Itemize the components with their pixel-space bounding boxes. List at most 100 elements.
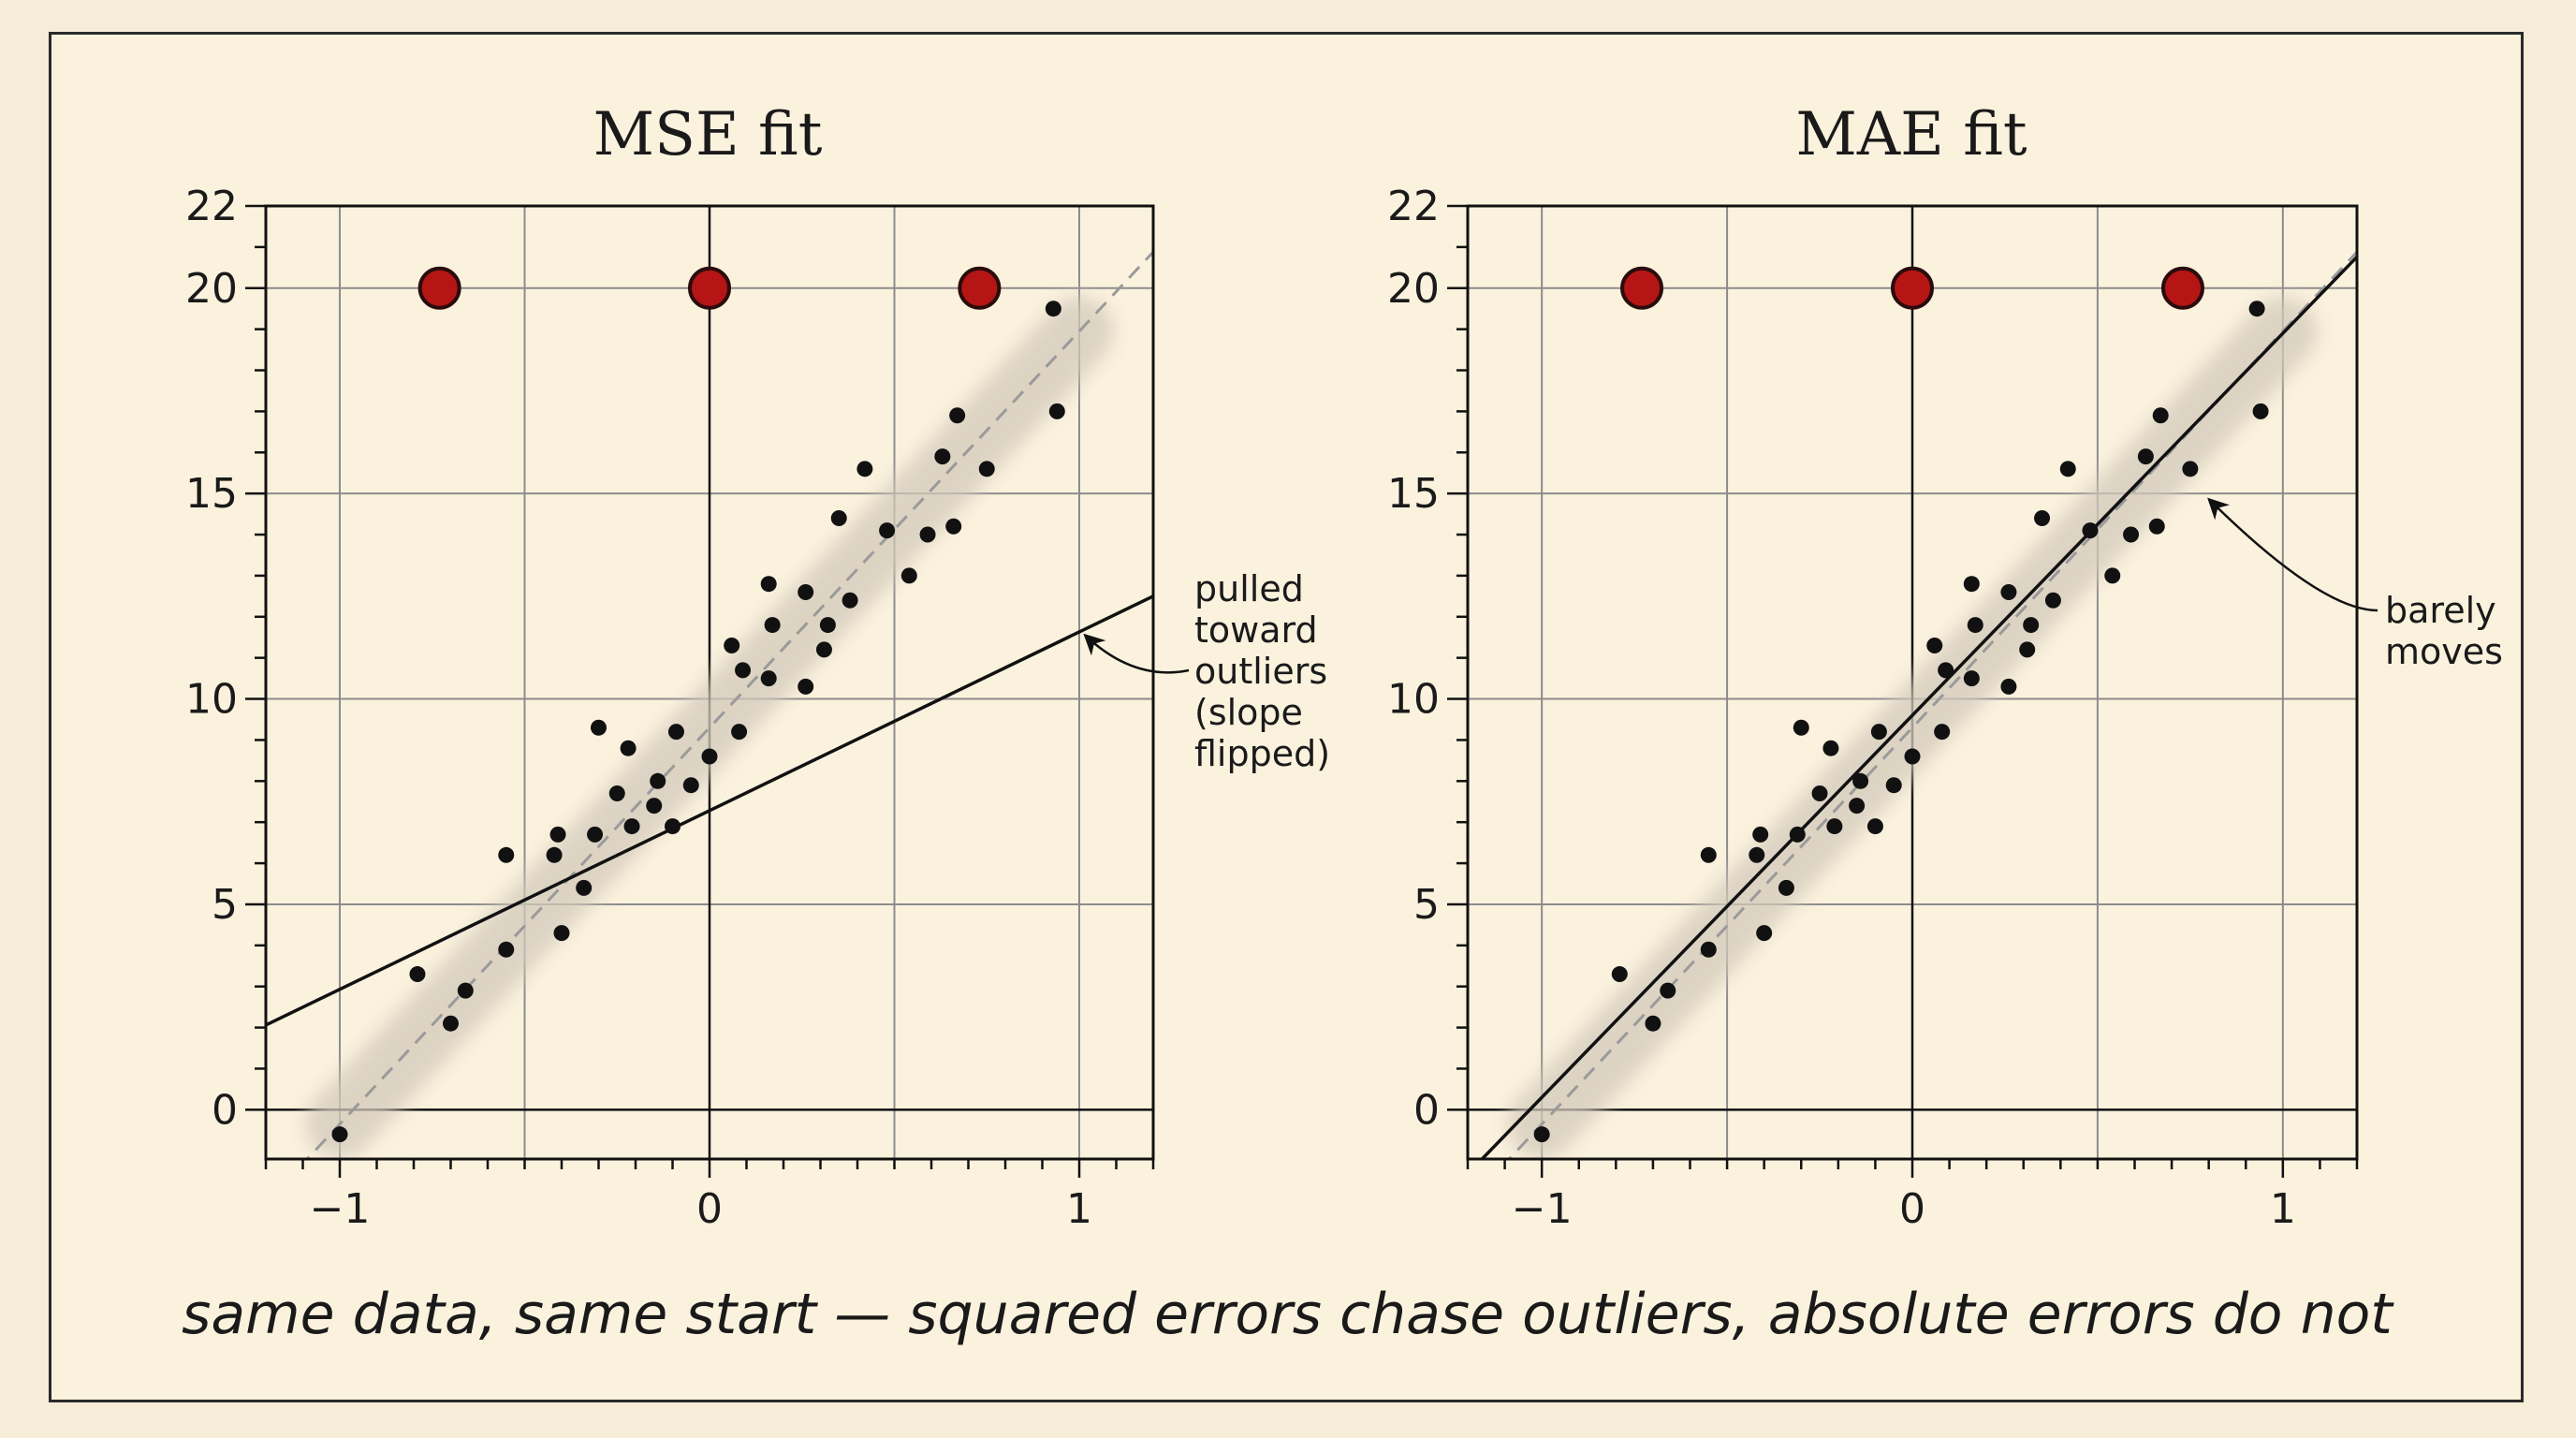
- panel1-outlier-1: [688, 266, 731, 310]
- panel1-point-21: [724, 638, 740, 654]
- panel1-point-24: [760, 670, 777, 687]
- panel1-outlier-0: [417, 266, 461, 310]
- panel2-point-6: [1749, 846, 1765, 863]
- panel2-plot: [1479, 251, 2357, 1159]
- panel2-point-18: [1870, 724, 1887, 741]
- panel2-annotation: barely moves: [2385, 590, 2503, 672]
- panel2-point-20: [1904, 748, 1921, 765]
- panel1-xtick-label-0: −1: [310, 1185, 371, 1233]
- panel1-point-14: [623, 818, 640, 835]
- panel2-point-5: [1700, 846, 1717, 863]
- panel2-point-7: [1752, 826, 1769, 843]
- panel2-point-26: [1967, 617, 1983, 634]
- panel1-point-2: [443, 1015, 459, 1032]
- panel1-point-6: [546, 846, 563, 863]
- panel1-annotation-line-4: flipped): [1194, 733, 1330, 774]
- mse-panel: MSE fit 0 5 10 15 20 22 −1 0 1: [185, 100, 1155, 1233]
- panel2-point-35: [2104, 567, 2121, 584]
- panel2-point-3: [1660, 982, 1676, 999]
- panel1-plot: [266, 251, 1153, 1159]
- panel1-point-23: [735, 662, 752, 679]
- panel2-point-21: [1926, 638, 1943, 654]
- panel1-point-28: [798, 583, 814, 600]
- panel2-point-34: [2082, 522, 2099, 539]
- panel2-point-27: [2000, 678, 2017, 695]
- panel2-ytick-label-10: 10: [1387, 676, 1440, 724]
- panel1-point-0: [331, 1126, 348, 1143]
- panel2-annotation-line-0: barely: [2385, 590, 2496, 631]
- panel1-annotation-line-0: pulled: [1194, 568, 1304, 609]
- panel2-point-29: [2019, 641, 2036, 658]
- panel1-point-12: [608, 785, 625, 801]
- panel2-point-28: [2000, 583, 2017, 600]
- panel1-point-31: [830, 509, 847, 526]
- panel1-point-41: [1045, 301, 1061, 317]
- panel2-point-32: [2044, 592, 2061, 609]
- panel1-point-15: [646, 798, 663, 814]
- panel1-point-5: [498, 846, 515, 863]
- panel2-point-9: [1778, 879, 1794, 896]
- panel1-point-32: [842, 592, 858, 609]
- panel2-point-17: [1866, 818, 1883, 835]
- panel1-point-42: [1048, 403, 1065, 419]
- panel2-fit-line: [1479, 256, 2357, 1159]
- panel1-point-8: [553, 925, 570, 942]
- panel2-point-23: [1938, 662, 1954, 679]
- panel2-xtick-label-1: 0: [1899, 1185, 1925, 1233]
- panel1-ytick-label-5: 5: [212, 881, 238, 929]
- panel2-point-39: [2152, 407, 2169, 424]
- panel2-ytick-label-22: 22: [1387, 183, 1440, 230]
- panel1-point-27: [798, 678, 814, 695]
- figure-caption: same data, same start — squared errors c…: [182, 1282, 2394, 1347]
- panel2-point-30: [2023, 617, 2040, 634]
- panel1-annotation-line-1: toward: [1194, 609, 1318, 651]
- panel2-point-19: [1885, 777, 1902, 794]
- panel2-ytick-label-0: 0: [1413, 1086, 1440, 1134]
- panel1-ytick-label-0: 0: [212, 1086, 238, 1134]
- panel2-point-25: [1963, 576, 1980, 593]
- panel1-point-36: [919, 526, 936, 543]
- panel2-point-12: [1811, 785, 1828, 801]
- panel1-reference-line: [305, 251, 1153, 1159]
- panel1-ytick-label-15: 15: [185, 470, 238, 518]
- panel1-point-3: [457, 982, 474, 999]
- panel2-point-38: [2148, 518, 2165, 535]
- panel1-point-22: [731, 724, 748, 741]
- panel1-point-1: [409, 966, 426, 983]
- panel1-point-10: [587, 826, 604, 843]
- panel2-point-4: [1700, 941, 1717, 958]
- panel1-point-18: [667, 724, 684, 741]
- panel1-ytick-label-22: 22: [185, 183, 238, 230]
- panel2-point-13: [1822, 740, 1839, 756]
- panel2-xtick-label-2: 1: [2270, 1185, 2296, 1233]
- panel1-point-4: [498, 941, 515, 958]
- panel2-outlier-0: [1620, 266, 1664, 310]
- panel2-point-33: [2059, 461, 2076, 477]
- panel1-point-38: [945, 518, 962, 535]
- panel2-point-1: [1611, 966, 1628, 983]
- panel2-point-24: [1963, 670, 1980, 687]
- panel1-point-26: [764, 617, 781, 634]
- mae-panel: MAE fit 0 5 10 15 20 22 −1 0 1: [1387, 100, 2359, 1233]
- panel2-annotation-line-1: moves: [2385, 631, 2503, 672]
- panel2-point-40: [2182, 461, 2199, 477]
- panel1-point-25: [760, 576, 777, 593]
- panel2-point-36: [2123, 526, 2140, 543]
- panel1-outlier-2: [958, 266, 1002, 310]
- panel1-annotation-line-2: outliers: [1194, 651, 1327, 692]
- panel1-annotation-arrow: [1083, 633, 1190, 674]
- panel1-point-35: [900, 567, 917, 584]
- panel2-ytick-label-5: 5: [1413, 881, 1440, 929]
- panel1-ytick-label-20: 20: [185, 265, 238, 313]
- panel1-annotation: pulled toward outliers (slope flipped): [1194, 568, 1330, 774]
- panel2-point-42: [2252, 403, 2269, 419]
- panel1-point-11: [591, 719, 607, 736]
- panel2-outlier-2: [2160, 266, 2204, 310]
- panel2-ytick-label-20: 20: [1387, 265, 1440, 313]
- panel1-title: MSE fit: [593, 100, 823, 169]
- panel1-xtick-label-1: 0: [696, 1185, 723, 1233]
- panel1-fit-line: [266, 594, 1153, 1027]
- panel2-outlier-1: [1891, 266, 1934, 310]
- panel2-point-22: [1934, 724, 1951, 741]
